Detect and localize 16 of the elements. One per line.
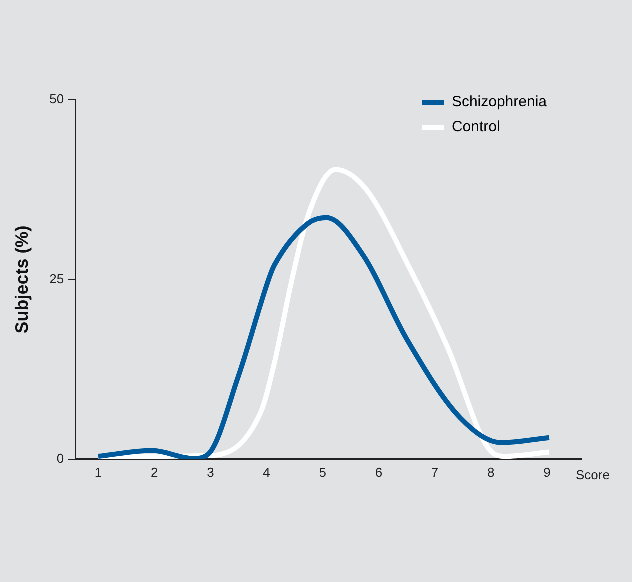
y-tick-label: 50 <box>50 92 64 107</box>
x-tick-label: 7 <box>431 464 439 480</box>
x-tick-label: 4 <box>263 464 270 480</box>
y-axis-title: Subjects (%) <box>12 226 32 334</box>
y-tick-label: 25 <box>50 271 64 286</box>
x-tick-label: 2 <box>150 464 158 480</box>
x-tick-label: 8 <box>488 464 495 480</box>
y-tick-label: 0 <box>56 450 64 466</box>
x-tick-label: 1 <box>94 464 102 480</box>
x-tick-label: 5 <box>319 464 326 480</box>
x-tick-label: 6 <box>375 464 383 480</box>
legend-label: Schizophrenia <box>452 94 548 111</box>
x-axis-title: Score <box>576 467 610 482</box>
x-tick-label: 9 <box>544 464 551 480</box>
x-tick-label: 3 <box>207 464 214 480</box>
legend-label: Control <box>452 118 500 136</box>
